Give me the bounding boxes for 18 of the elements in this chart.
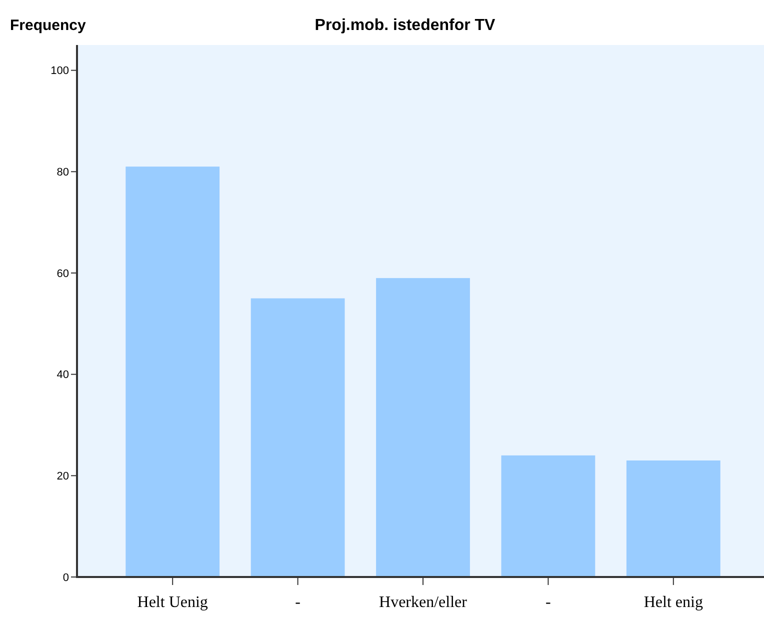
y-tick-label: 20 bbox=[56, 470, 69, 483]
bar bbox=[501, 455, 596, 577]
bar bbox=[376, 278, 470, 577]
x-tick-label: - bbox=[546, 594, 551, 611]
chart-title: Proj.mob. istedenfor TV bbox=[314, 17, 496, 34]
y-tick-label: 80 bbox=[56, 166, 69, 179]
y-tick-label: 100 bbox=[50, 65, 69, 78]
bar bbox=[626, 460, 720, 577]
x-tick-label: Helt enig bbox=[644, 594, 703, 611]
y-tick-label: 60 bbox=[56, 268, 69, 280]
x-tick-label: Helt Uenig bbox=[137, 594, 208, 611]
y-tick-label: 0 bbox=[62, 572, 69, 584]
bar bbox=[250, 298, 345, 577]
y-axis-title: Frequency bbox=[10, 17, 87, 34]
y-tick-label: 40 bbox=[56, 369, 69, 382]
x-tick-label: - bbox=[295, 594, 300, 611]
x-tick-label: Hverken/eller bbox=[379, 594, 468, 611]
bar bbox=[126, 166, 220, 577]
